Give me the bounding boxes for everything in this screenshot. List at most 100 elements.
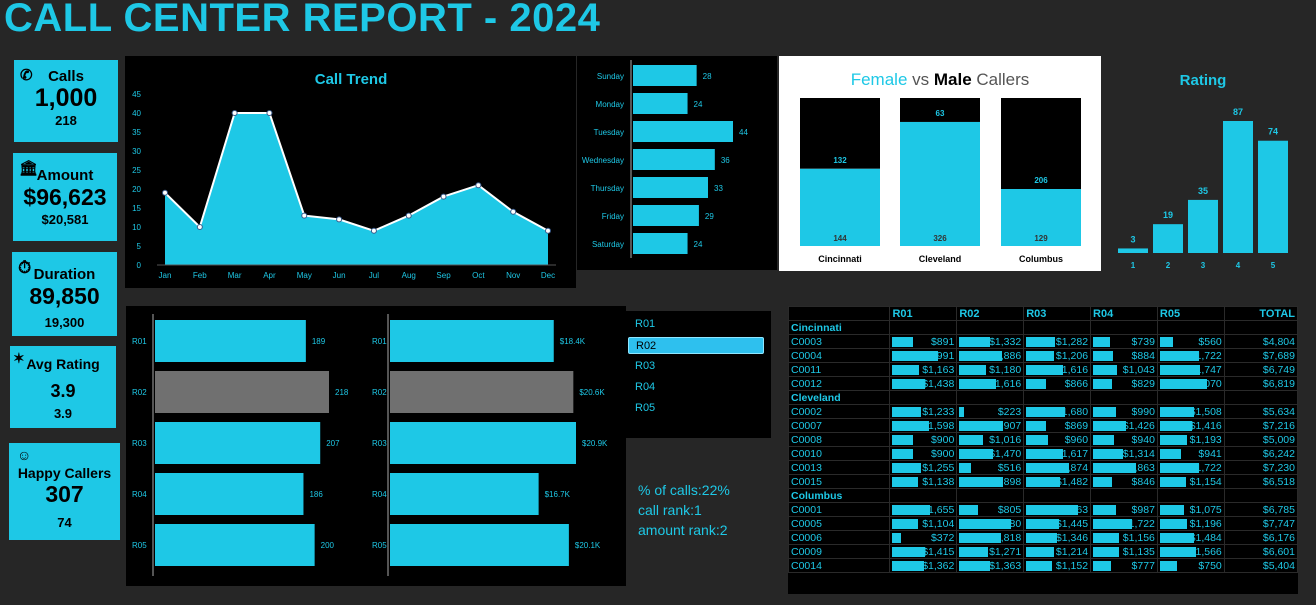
amount-value: $900: [930, 433, 955, 446]
amount-value: $1,138: [922, 475, 955, 488]
customer-id: C0014: [788, 558, 891, 573]
smiley-icon: ☺: [17, 447, 32, 463]
data-bar: [1159, 407, 1195, 417]
call-trend-point: [162, 189, 168, 196]
column-header: TOTAL: [1223, 306, 1298, 321]
total-cell: $6,785: [1223, 502, 1298, 517]
amount-value: $1,898: [989, 475, 1022, 488]
data-bar: [1159, 365, 1200, 375]
table-row: C0011 $1,163 $1,180 $1,616 $1,043 $1,747 $6,74…: [788, 362, 1298, 377]
data-bar: [1026, 463, 1069, 473]
slicer-item-r05[interactable]: R05: [635, 402, 656, 414]
amount-cell: $941: [1156, 446, 1225, 461]
weekday-label: Monday: [596, 100, 624, 109]
kpi-amount-label: Amount: [36, 167, 94, 184]
amount-value: $1,722: [1189, 461, 1222, 474]
rating-label: 2: [1166, 261, 1171, 270]
slicer-item-r02[interactable]: R02: [628, 337, 764, 354]
data-bar: [959, 407, 965, 417]
data-bar: [959, 351, 1003, 361]
data-bar: [1093, 547, 1119, 557]
total-cell: $4,804: [1223, 334, 1298, 349]
rating-label: 4: [1236, 261, 1241, 270]
data-bar: [1159, 421, 1193, 431]
rep-label: R03: [132, 439, 147, 448]
empty-cell: [1090, 488, 1158, 503]
customer-id: C0003: [788, 334, 891, 349]
slicer-item-r04[interactable]: R04: [635, 381, 656, 393]
group-label: Cincinnati: [788, 320, 891, 335]
amount-cell: $750: [1156, 558, 1225, 573]
gender-title-callers: Callers: [971, 70, 1030, 89]
amount-cell: $1,680: [1023, 404, 1092, 419]
amount-cell: $1,193: [1156, 432, 1225, 447]
data-bar: [959, 463, 972, 473]
kpi-calls-sub: 218: [55, 113, 77, 128]
amount-cell: $1,271: [956, 544, 1025, 559]
data-bar: [1159, 533, 1194, 543]
empty-cell: [1023, 320, 1092, 335]
data-bar: [1093, 435, 1115, 445]
weekday-label: Sunday: [597, 72, 624, 81]
x-tick-label: Nov: [506, 271, 520, 280]
rating-value: 74: [1268, 127, 1278, 137]
weekday-bar-chart: Sunday 28 Monday 24 Tuesday 44 Wednesday 36 Thur…: [582, 60, 748, 258]
call-trend-point: [440, 193, 447, 200]
amount-cell: $1,104: [889, 516, 958, 531]
amount-rank-text: amount rank:2: [638, 522, 728, 538]
amount-value: $1,314: [1122, 447, 1155, 460]
empty-cell: [1023, 488, 1092, 503]
rep-value: 207: [326, 439, 340, 448]
table-row: C0012 $1,438 $1,616 $866 $829 $2,070 $6,819: [788, 376, 1298, 391]
data-bar: [1026, 421, 1046, 431]
rating-value: 35: [1198, 186, 1208, 196]
x-tick-label: Jan: [159, 271, 172, 280]
bank-icon: 🏛: [19, 160, 39, 177]
amount-cell: $1,156: [1090, 530, 1158, 545]
kpi-happy-sub: 74: [57, 515, 72, 530]
weekday-value: 29: [705, 212, 714, 221]
rep-label: R01: [372, 337, 387, 346]
amount-cell: $1,598: [889, 418, 958, 433]
data-bar: [1159, 519, 1188, 529]
group-label: Cleveland: [788, 390, 891, 405]
table-row: C0008 $900 $1,016 $960 $940 $1,193 $5,009: [788, 432, 1298, 447]
slicer-item-r01[interactable]: R01: [635, 318, 656, 330]
kpi-calls-value: 1,000: [34, 84, 98, 112]
amount-cell: $1,135: [1090, 544, 1158, 559]
customer-id: C0007: [788, 418, 891, 433]
amount-cell: $1,747: [1156, 362, 1225, 377]
amount-cell: $1,043: [1090, 362, 1158, 377]
data-bar: [1093, 463, 1136, 473]
amount-value: $2,070: [1189, 377, 1222, 390]
x-tick-label: Apr: [263, 271, 276, 280]
amount-value: $1,206: [1055, 349, 1089, 362]
empty-cell: [1156, 390, 1225, 405]
total-cell: $7,689: [1223, 348, 1298, 363]
gender-title-vs: vs: [907, 70, 934, 89]
amount-cell: $223: [956, 404, 1025, 419]
call-trend-chart: Call Trend 0 5 10 15 20 25 30 35 40 45 Jan Feb Mar Ap…: [132, 71, 556, 280]
data-bar: [1026, 379, 1046, 389]
total-cell: $6,749: [1223, 362, 1298, 377]
amount-cell: $1,363: [956, 558, 1025, 573]
call-rank-text: call rank:1: [638, 502, 702, 518]
data-bar: [959, 505, 978, 515]
slicer-item-r03[interactable]: R03: [635, 360, 656, 372]
group-row: Columbus: [788, 488, 1298, 503]
amount-value: $1,255: [922, 461, 955, 474]
amount-value: $866: [1064, 377, 1089, 390]
amount-value: $1,282: [1055, 335, 1089, 348]
data-bar: [1159, 379, 1208, 389]
call-trend-point: [475, 182, 482, 189]
table-row: C0005 $1,104 $2,280 $1,445 $1,722 $1,196 $7,74…: [788, 516, 1298, 531]
y-tick-label: 10: [132, 223, 141, 232]
amount-value: $777: [1131, 559, 1155, 572]
table-row: C0001 $1,655 $805 $2,263 $987 $1,075 $6,785: [788, 502, 1298, 517]
x-tick-label: Mar: [228, 271, 242, 280]
table-row: C0006 $372 $1,818 $1,346 $1,156 $1,484 $6,176: [788, 530, 1298, 545]
amount-cell: $1,163: [889, 362, 958, 377]
rep-bar: [390, 524, 569, 566]
amount-cell: $1,233: [889, 404, 958, 419]
amount-value: $1,680: [1055, 405, 1089, 418]
